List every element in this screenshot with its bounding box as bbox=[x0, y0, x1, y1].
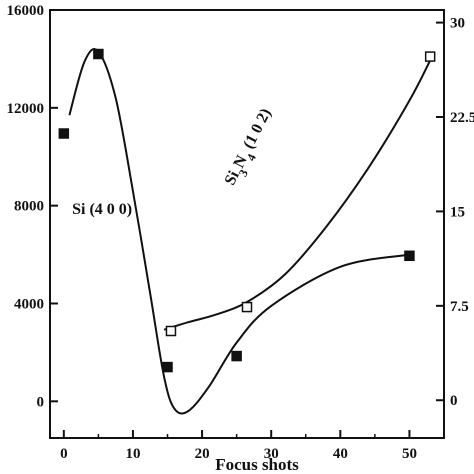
plot-axes bbox=[49, 9, 445, 439]
x-tick-label: 30 bbox=[264, 446, 279, 462]
right-tick-label: 7.5 bbox=[450, 299, 469, 315]
fit-curve-series-1 bbox=[163, 59, 432, 331]
x-tick-label: 10 bbox=[125, 446, 140, 462]
open-square-marker bbox=[241, 301, 253, 313]
open-square-marker bbox=[424, 51, 436, 62]
x-tick-label: 20 bbox=[195, 446, 210, 462]
right-y-axis: 0 7.5 15 22.5 30 bbox=[436, 16, 474, 409]
right-tick-label: 0 bbox=[450, 393, 458, 409]
filled-square-marker bbox=[58, 128, 70, 139]
open-square-marker bbox=[165, 325, 177, 337]
annotations: Si (4 0 0) Si3N4 (1 0 2) bbox=[72, 106, 280, 218]
right-tick-label: 22.5 bbox=[450, 110, 474, 126]
annotation-label-0: Si (4 0 0) bbox=[72, 201, 132, 218]
x-axis-title: Focus shots bbox=[215, 455, 299, 474]
filled-square-marker bbox=[93, 48, 104, 60]
left-tick-label: 4000 bbox=[14, 296, 44, 312]
data-markers bbox=[58, 48, 436, 373]
subscript: 4 bbox=[244, 152, 259, 164]
x-tick-label: 0 bbox=[60, 446, 68, 462]
right-tick-label: 15 bbox=[450, 204, 465, 220]
annotation-label-1: Si3N4 (1 0 2) bbox=[222, 106, 280, 191]
left-tick-label: 16000 bbox=[7, 3, 45, 19]
annotation-text-part: (1 0 2) bbox=[238, 106, 274, 155]
plot-frame bbox=[49, 9, 445, 439]
fit-curves bbox=[68, 48, 432, 415]
filled-square-marker bbox=[231, 350, 242, 362]
filled-square-marker bbox=[162, 361, 173, 373]
left-tick-label: 8000 bbox=[14, 199, 44, 215]
left-tick-label: 12000 bbox=[7, 101, 45, 117]
x-tick-label: 50 bbox=[402, 446, 417, 462]
filled-square-marker bbox=[404, 250, 415, 262]
left-y-axis: 0 4000 8000 12000 16000 bbox=[7, 3, 58, 410]
x-axis: 0 10 20 30 40 50 bbox=[60, 430, 417, 462]
right-tick-label: 30 bbox=[450, 16, 465, 32]
x-tick-label: 40 bbox=[333, 446, 348, 462]
left-tick-label: 0 bbox=[37, 394, 45, 410]
subscript: 3 bbox=[236, 167, 251, 179]
